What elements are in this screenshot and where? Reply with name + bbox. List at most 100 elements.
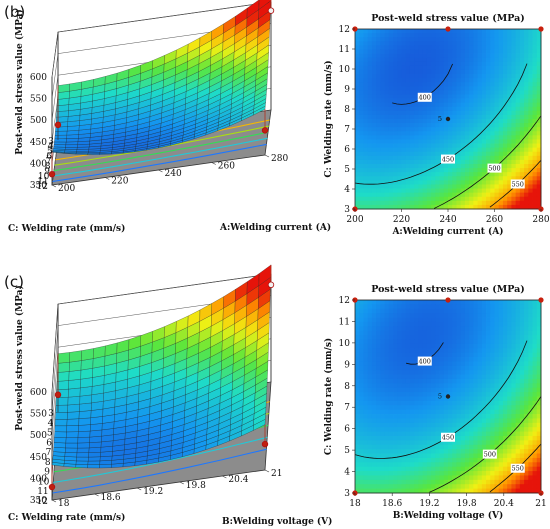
c2d-heat-cell bbox=[414, 453, 419, 459]
c2d-heat-cell bbox=[363, 418, 369, 424]
b2d-heat-cell bbox=[388, 119, 394, 124]
b2d-heat-cell bbox=[409, 94, 415, 99]
b2d-heat-cell bbox=[494, 159, 500, 165]
b3d-y-tick-2: 5 bbox=[47, 147, 53, 157]
c2d-heat-cell bbox=[502, 414, 508, 419]
b2d-heat-cell bbox=[376, 135, 381, 140]
b2d-heat-cell bbox=[515, 196, 521, 202]
b2d-heat-cell bbox=[486, 45, 491, 50]
b2d-heat-cell bbox=[388, 172, 394, 177]
b2d-heat-cell bbox=[355, 29, 360, 34]
b2d-heat-cell bbox=[431, 168, 436, 173]
c2d-heat-cell bbox=[519, 440, 525, 446]
b2d-heat-cell bbox=[380, 106, 385, 112]
b2d-heat-cell bbox=[363, 37, 369, 42]
b2d-heat-cell bbox=[448, 90, 453, 95]
b2d-heat-cell bbox=[376, 196, 381, 202]
c2d-heat-cell bbox=[469, 396, 474, 402]
b2d-heat-cell bbox=[536, 41, 542, 46]
c2d-heat-cell bbox=[371, 418, 377, 424]
c2d-heat-cell bbox=[384, 326, 390, 332]
c2d-heat-cell bbox=[515, 339, 521, 345]
b2d-heat-cell bbox=[422, 74, 428, 79]
c2d-heat-cell bbox=[409, 357, 415, 362]
c2d-heat-cell bbox=[414, 326, 419, 332]
c3d-surface-cell bbox=[67, 411, 80, 420]
c2d-heat-cell bbox=[481, 400, 487, 406]
c2d-heat-cell bbox=[443, 357, 449, 362]
b3d-surface-cell bbox=[64, 149, 78, 152]
c2d-heat-cell bbox=[469, 308, 474, 314]
c2d-heat-cell bbox=[380, 365, 385, 371]
b2d-heat-cell bbox=[502, 98, 508, 104]
c2d-heat-cell bbox=[371, 352, 377, 358]
c3d-surface-cell bbox=[75, 460, 89, 465]
b2d-heat-cell bbox=[397, 139, 402, 144]
c2d-heat-cell bbox=[473, 431, 478, 437]
c2d-heat-cell bbox=[367, 488, 373, 494]
c2d-heat-cell bbox=[409, 462, 415, 468]
c3d-surface-cell bbox=[69, 360, 82, 372]
b2d-heat-cell bbox=[376, 114, 381, 120]
c2d-heat-cell bbox=[519, 392, 525, 397]
b2d-heat-cell bbox=[536, 180, 542, 185]
c2d-heat-cell bbox=[355, 326, 360, 332]
b2d-heat-cell bbox=[452, 74, 457, 79]
b2d-heat-cell bbox=[452, 151, 457, 157]
c2d-heat-cell bbox=[477, 343, 483, 349]
c2d-heat-cell bbox=[507, 387, 512, 393]
c2d-heat-cell bbox=[511, 405, 517, 411]
c2d-heat-cell bbox=[448, 361, 453, 367]
c2d-heat-cell bbox=[401, 313, 407, 318]
c2d-heat-cell bbox=[494, 378, 500, 384]
c2d-heat-cell bbox=[490, 431, 495, 437]
c2d-heat-cell bbox=[469, 383, 474, 389]
b2d-heat-cell bbox=[405, 29, 411, 34]
b2d-heat-cell bbox=[443, 164, 449, 169]
b2d-contour-label-bg-500 bbox=[487, 163, 502, 173]
c2d-heat-cell bbox=[371, 475, 377, 481]
c2d-heat-cell bbox=[460, 479, 466, 485]
b2d-heat-cell bbox=[439, 176, 445, 181]
c2d-heat-cell bbox=[486, 348, 491, 354]
b2d-heat-cell bbox=[397, 196, 402, 202]
c2d-heat-cell bbox=[498, 422, 504, 428]
b2d-heat-cell bbox=[367, 119, 373, 124]
c2d-heat-cell bbox=[464, 365, 470, 371]
b2d-heat-cell bbox=[435, 114, 440, 120]
b2d-heat-cell bbox=[409, 41, 415, 46]
b2d-heat-cell bbox=[511, 200, 517, 206]
b2d-heat-cell bbox=[502, 204, 508, 210]
c2d-heat-cell bbox=[528, 330, 533, 336]
b2d-heat-cell bbox=[435, 37, 440, 42]
c2d-heat-cell bbox=[460, 317, 466, 323]
b2d-heat-cell bbox=[486, 204, 491, 210]
b2d-heat-cell bbox=[519, 78, 525, 83]
b2d-heat-cell bbox=[481, 151, 487, 157]
b2d-heat-cell bbox=[367, 61, 373, 67]
panel-label-b: (b) bbox=[4, 3, 25, 21]
c2d-heat-cell bbox=[448, 330, 453, 336]
b2d-heat-cell bbox=[507, 106, 512, 112]
b2d-heat-cell bbox=[507, 119, 512, 124]
b2d-heat-cell bbox=[532, 49, 538, 54]
b2d-heat-cell bbox=[393, 147, 398, 153]
c2d-heat-cell bbox=[409, 378, 415, 384]
b2d-heat-cell bbox=[536, 29, 542, 34]
b2d-heat-cell bbox=[486, 155, 491, 161]
b2d-heat-cell bbox=[393, 65, 398, 71]
c2d-heat-cell bbox=[426, 387, 432, 393]
c2d-heat-cell bbox=[439, 392, 445, 397]
b2d-heat-cell bbox=[376, 57, 381, 63]
c2d-heat-cell bbox=[426, 471, 432, 476]
b2d-heat-cell bbox=[494, 102, 500, 108]
c2d-heat-cell bbox=[448, 370, 453, 375]
b2d-heat-cell bbox=[426, 61, 432, 67]
c2d-heat-cell bbox=[355, 475, 360, 481]
b2d-heat-cell bbox=[507, 159, 512, 165]
b2d-heat-cell bbox=[426, 45, 432, 50]
b2d-heat-cell bbox=[426, 159, 432, 165]
c2d-heat-cell bbox=[384, 383, 390, 389]
c2d-heat-cell bbox=[439, 374, 445, 380]
b2d-heat-cell bbox=[528, 172, 533, 177]
